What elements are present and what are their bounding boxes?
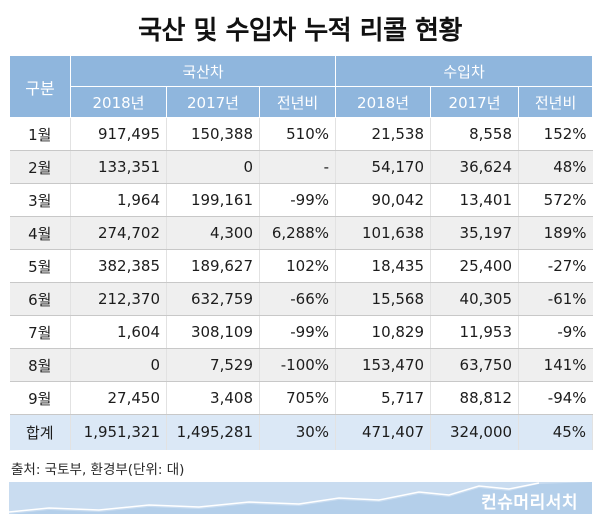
table-cell: 153,470 xyxy=(335,348,432,382)
table-cell: 133,351 xyxy=(70,150,167,184)
table-row: 9월 27,450 3,408 705% 5,717 88,812 -94% xyxy=(9,381,593,415)
total-cell: 324,000 xyxy=(430,414,520,450)
table-cell: 101,638 xyxy=(335,216,432,250)
table-row: 7월 1,604 308,109 -99% 10,829 11,953 -9% xyxy=(9,315,593,349)
table-cell: -99% xyxy=(259,315,337,349)
table-cell: 382,385 xyxy=(70,249,167,283)
table-cell: 150,388 xyxy=(166,117,260,151)
table-cell: 189,627 xyxy=(166,249,260,283)
table-cell: 4,300 xyxy=(166,216,260,250)
table-cell: 572% xyxy=(518,183,593,217)
month-cell: 5월 xyxy=(9,249,71,283)
table-cell: -100% xyxy=(259,348,337,382)
table-cell: 3,408 xyxy=(166,381,260,415)
table-cell: 90,042 xyxy=(335,183,432,217)
header-corner: 구분 xyxy=(9,55,71,118)
table-cell: 6,288% xyxy=(259,216,337,250)
table-cell: 7,529 xyxy=(166,348,260,382)
total-cell: 1,951,321 xyxy=(70,414,167,450)
month-cell: 2월 xyxy=(9,150,71,184)
table-cell: 152% xyxy=(518,117,593,151)
table-cell: -94% xyxy=(518,381,593,415)
table-cell: 1,964 xyxy=(70,183,167,217)
table-cell: 308,109 xyxy=(166,315,260,349)
table-row: 1월 917,495 150,388 510% 21,538 8,558 152… xyxy=(9,117,593,151)
table-cell: 48% xyxy=(518,150,593,184)
table-cell: 18,435 xyxy=(335,249,432,283)
subheader: 전년비 xyxy=(518,86,594,118)
subheader: 2017년 xyxy=(166,86,260,118)
table-cell: -99% xyxy=(259,183,337,217)
total-row: 합계 1,951,321 1,495,281 30% 471,407 324,0… xyxy=(9,414,594,450)
subheader: 전년비 xyxy=(258,86,337,118)
table-cell: -9% xyxy=(518,315,593,349)
table-cell: 632,759 xyxy=(166,282,260,316)
table-cell: 54,170 xyxy=(335,150,432,184)
total-cell: 30% xyxy=(259,414,337,450)
source-note: 출처: 국토부, 환경부(단위: 대) xyxy=(11,462,185,478)
subheader: 2017년 xyxy=(430,86,520,118)
month-cell: 7월 xyxy=(9,315,71,349)
table-cell: 189% xyxy=(518,216,593,250)
table-cell: 0 xyxy=(166,150,260,184)
recall-table: 구분 국산차 수입차 2018년 2017년 전년비 2018년 2017년 전… xyxy=(9,55,594,450)
table-cell: -27% xyxy=(518,249,593,283)
table-row: 4월 274,702 4,300 6,288% 101,638 35,197 1… xyxy=(9,216,593,250)
table-cell: 1,604 xyxy=(70,315,167,349)
table-cell: 917,495 xyxy=(70,117,167,151)
header-group-imported: 수입차 xyxy=(335,55,594,87)
total-cell: 1,495,281 xyxy=(166,414,260,450)
table-cell: 10,829 xyxy=(335,315,432,349)
table-cell: 199,161 xyxy=(166,183,260,217)
table-cell: 274,702 xyxy=(70,216,167,250)
table-cell: 510% xyxy=(259,117,337,151)
footer-banner: 컨슈머리서치 xyxy=(9,482,592,514)
table-cell: 36,624 xyxy=(430,150,520,184)
table-cell: 35,197 xyxy=(430,216,520,250)
month-cell: 3월 xyxy=(9,183,71,217)
month-cell: 6월 xyxy=(9,282,71,316)
table-cell: -66% xyxy=(259,282,337,316)
table-cell: 63,750 xyxy=(430,348,520,382)
subheader: 2018년 xyxy=(335,86,432,118)
table-row: 2월 133,351 0 - 54,170 36,624 48% xyxy=(9,150,593,184)
month-cell: 4월 xyxy=(9,216,71,250)
table-cell: 5,717 xyxy=(335,381,432,415)
table-cell: -61% xyxy=(518,282,593,316)
table-cell: 0 xyxy=(70,348,167,382)
table-cell: - xyxy=(259,150,337,184)
table-cell: 15,568 xyxy=(335,282,432,316)
table-row: 8월 0 7,529 -100% 153,470 63,750 141% xyxy=(9,348,593,382)
table-cell: 13,401 xyxy=(430,183,520,217)
table-row: 5월 382,385 189,627 102% 18,435 25,400 -2… xyxy=(9,249,593,283)
table-cell: 102% xyxy=(259,249,337,283)
table-cell: 40,305 xyxy=(430,282,520,316)
table-cell: 27,450 xyxy=(70,381,167,415)
month-cell: 8월 xyxy=(9,348,71,382)
table-cell: 11,953 xyxy=(430,315,520,349)
header-group-domestic: 국산차 xyxy=(69,55,337,87)
table-cell: 21,538 xyxy=(335,117,432,151)
trend-line-graphic xyxy=(9,482,592,514)
table-cell: 8,558 xyxy=(430,117,520,151)
table-cell: 25,400 xyxy=(430,249,520,283)
table-row: 6월 212,370 632,759 -66% 15,568 40,305 -6… xyxy=(9,282,593,316)
brand-logo-text: 컨슈머리서치 xyxy=(481,493,578,513)
page-title: 국산 및 수입차 누적 리콜 현황 xyxy=(138,16,462,46)
month-cell: 9월 xyxy=(9,381,71,415)
total-label: 합계 xyxy=(9,414,71,450)
total-cell: 471,407 xyxy=(335,414,432,450)
month-cell: 1월 xyxy=(9,117,71,151)
table-cell: 141% xyxy=(518,348,593,382)
table-row: 3월 1,964 199,161 -99% 90,042 13,401 572% xyxy=(9,183,593,217)
table-cell: 212,370 xyxy=(70,282,167,316)
total-cell: 45% xyxy=(518,414,594,450)
subheader: 2018년 xyxy=(70,86,167,118)
table-cell: 705% xyxy=(259,381,337,415)
table-cell: 88,812 xyxy=(430,381,520,415)
